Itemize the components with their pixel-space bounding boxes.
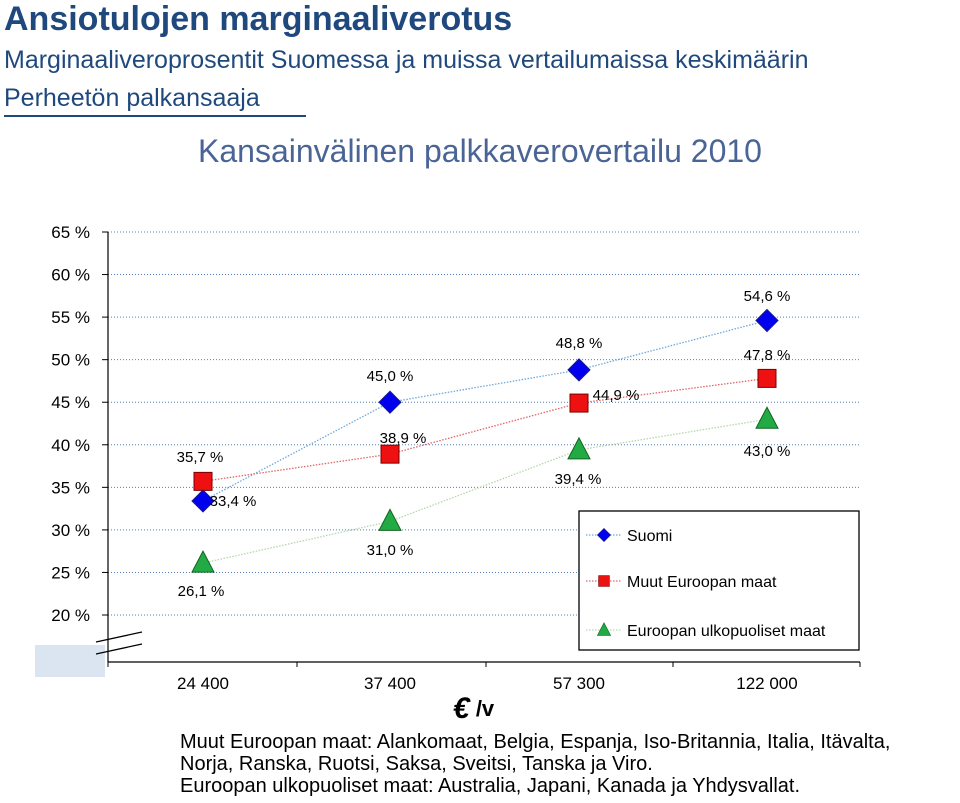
slide-title: Ansiotulojen marginaaliverotus: [4, 0, 513, 38]
data-label: 48,8 %: [556, 335, 603, 352]
axis-break-mark: [95, 643, 143, 655]
data-label: 44,9 %: [593, 387, 640, 404]
audience-label: Perheetön palkansaaja: [4, 84, 260, 112]
series-0-marker: [567, 358, 591, 382]
data-label: 45,0 %: [367, 368, 414, 385]
x-axis-unit: € /v: [453, 692, 494, 726]
legend-box: [578, 510, 860, 651]
data-label: 26,1 %: [178, 583, 225, 600]
series-1-marker: [380, 444, 400, 464]
series-2-marker: [378, 508, 402, 531]
y-tick-label: 50 %: [51, 351, 90, 370]
legend-label: Suomi: [627, 528, 672, 545]
data-label: 33,4 %: [210, 493, 257, 510]
legend-marker: [596, 622, 612, 636]
y-tick-label: 60 %: [51, 266, 90, 285]
x-tick-label: 24 400: [177, 674, 229, 693]
unit-suffix: /v: [475, 696, 495, 721]
legend-marker: [596, 527, 612, 543]
series-0-marker: [755, 308, 779, 333]
footnote-line-1: Muut Euroopan maat: Alankomaat, Belgia, …: [180, 731, 891, 753]
chart-title: Kansainvälinen palkkaverovertailu 2010: [198, 133, 762, 169]
data-label: 47,8 %: [744, 347, 791, 364]
y-tick-label: 35 %: [51, 478, 90, 497]
series-0-marker: [378, 390, 402, 414]
data-label: 38,9 %: [380, 430, 427, 447]
legend-marker: [598, 575, 610, 587]
series-2-marker: [191, 550, 215, 573]
x-tick-label: 122 000: [736, 674, 797, 693]
slide-subtitle: Marginaaliveroprosentit Suomessa ja muis…: [4, 46, 809, 74]
data-label: 54,6 %: [744, 288, 791, 305]
data-label: 39,4 %: [555, 471, 602, 488]
footnote-line-2: Norja, Ranska, Ruotsi, Saksa, Sveitsi, T…: [180, 753, 653, 775]
axis-break-patch: [35, 645, 105, 677]
series-1-marker: [193, 471, 213, 491]
euro-symbol: €: [453, 692, 470, 725]
series-1-marker: [757, 368, 777, 388]
data-label: 43,0 %: [744, 443, 791, 460]
series-line-1: [202, 377, 768, 483]
series-0-marker: [191, 489, 215, 513]
series-line-0: [202, 319, 768, 502]
audience-underline: [4, 115, 306, 117]
y-tick-label: 20 %: [51, 606, 90, 625]
axis-break-mark: [95, 631, 143, 643]
footnote: Muut Euroopan maat: Alankomaat, Belgia, …: [180, 731, 890, 797]
legend-label: Muut Euroopan maat: [627, 574, 777, 591]
y-tick-label: 30 %: [51, 521, 90, 540]
y-tick-label: 45 %: [51, 393, 90, 412]
series-2-marker: [567, 436, 591, 460]
x-tick-label: 57 300: [553, 674, 605, 693]
series-2-marker: [755, 406, 779, 429]
y-tick-label: 65 %: [51, 223, 90, 242]
data-label: 35,7 %: [177, 449, 224, 466]
legend-label: Euroopan ulkopuoliset maat: [627, 623, 826, 640]
footnote-line-3: Euroopan ulkopuoliset maat: Australia, J…: [180, 775, 801, 797]
y-tick-label: 55 %: [51, 308, 90, 327]
data-label: 31,0 %: [367, 542, 414, 559]
y-tick-label: 25 %: [51, 563, 90, 582]
x-tick-label: 37 400: [364, 674, 416, 693]
series-1-marker: [569, 393, 589, 413]
y-tick-label: 40 %: [51, 436, 90, 455]
